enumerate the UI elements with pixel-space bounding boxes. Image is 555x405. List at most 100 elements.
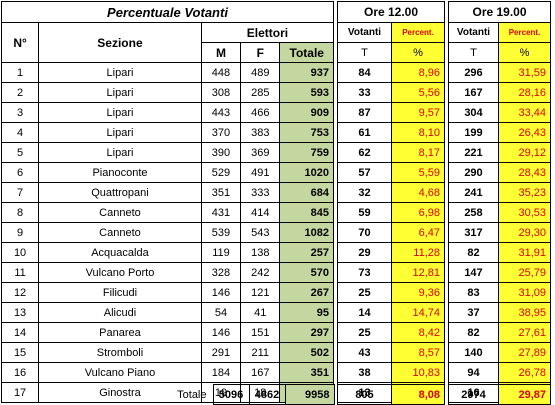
row-sezione: Acquacalda bbox=[38, 242, 202, 263]
table-row: 9 Canneto 539 543 1082 bbox=[0, 222, 334, 243]
table-title: Percentuale Votanti bbox=[1, 1, 334, 23]
row-m: 119 bbox=[200, 242, 242, 263]
row-percent-12: 8,57 bbox=[390, 342, 446, 363]
row-m: 328 bbox=[200, 262, 242, 283]
ore12-header: Ore 12.00 bbox=[336, 1, 446, 23]
row-f: 369 bbox=[240, 142, 281, 163]
row-percent-12: 14,74 bbox=[390, 302, 446, 323]
row-votanti-19: 199 bbox=[448, 122, 499, 143]
table-row: 6 Pianoconte 529 491 1020 bbox=[0, 162, 334, 183]
row-totale: 502 bbox=[279, 342, 334, 363]
ore19-unit-votanti: T bbox=[448, 42, 499, 63]
row-percent-12: 8,10 bbox=[390, 122, 446, 143]
table-row: 94 26,78 bbox=[448, 362, 552, 383]
totals-percent-12: 8,08 bbox=[391, 384, 445, 405]
table-row: 73 12,81 bbox=[337, 262, 446, 283]
row-number: 11 bbox=[0, 262, 40, 283]
row-sezione: Lipari bbox=[38, 142, 202, 163]
row-percent-19: 31,09 bbox=[497, 282, 552, 303]
row-totale: 267 bbox=[279, 282, 334, 303]
row-percent-19: 29,12 bbox=[497, 142, 552, 163]
row-percent-19: 38,95 bbox=[497, 302, 552, 323]
row-percent-19: 28,43 bbox=[497, 162, 552, 183]
row-percent-12: 8,42 bbox=[390, 322, 446, 343]
row-totale: 351 bbox=[279, 362, 334, 383]
row-votanti-19: 290 bbox=[448, 162, 499, 183]
ore19-unit-percent: % bbox=[497, 42, 552, 63]
table-row: 11 Vulcano Porto 328 242 570 bbox=[0, 262, 334, 283]
row-number: 6 bbox=[0, 162, 40, 183]
row-sezione: Stromboli bbox=[38, 342, 202, 363]
table-row: 140 27,89 bbox=[448, 342, 552, 363]
table-row: 84 8,96 bbox=[337, 62, 446, 83]
row-votanti-19: 82 bbox=[448, 242, 499, 263]
row-votanti-19: 241 bbox=[448, 182, 499, 203]
row-totale: 1082 bbox=[279, 222, 334, 243]
row-totale: 95 bbox=[279, 302, 334, 323]
table-row: 12 Filicudi 146 121 267 bbox=[0, 282, 334, 303]
table-row: 199 26,43 bbox=[448, 122, 552, 143]
row-percent-19: 27,61 bbox=[497, 322, 552, 343]
row-votanti-19: 147 bbox=[448, 262, 499, 283]
col-header-elettori: Elettori bbox=[200, 22, 335, 43]
row-totale: 909 bbox=[279, 102, 334, 123]
totals-m: 5096 bbox=[212, 384, 250, 405]
row-votanti-12: 14 bbox=[337, 302, 392, 323]
row-f: 242 bbox=[240, 262, 281, 283]
row-f: 466 bbox=[240, 102, 281, 123]
table-row: 59 6,98 bbox=[337, 202, 446, 223]
row-votanti-19: 94 bbox=[448, 362, 499, 383]
row-votanti-12: 73 bbox=[337, 262, 392, 283]
table-row: 14 14,74 bbox=[337, 302, 446, 323]
row-f: 138 bbox=[240, 242, 281, 263]
table-row: 82 27,61 bbox=[448, 322, 552, 343]
row-m: 146 bbox=[200, 282, 242, 303]
totals-total: 9958 bbox=[284, 384, 335, 405]
row-votanti-12: 61 bbox=[337, 122, 392, 143]
row-totale: 257 bbox=[279, 242, 334, 263]
row-percent-19: 27,89 bbox=[497, 342, 552, 363]
table-row: 241 35,23 bbox=[448, 182, 552, 203]
row-percent-19: 26,78 bbox=[497, 362, 552, 383]
row-f: 41 bbox=[240, 302, 281, 323]
table-row: 8 Canneto 431 414 845 bbox=[0, 202, 334, 223]
table-row: 258 30,53 bbox=[448, 202, 552, 223]
row-votanti-12: 33 bbox=[337, 82, 392, 103]
totals-ore12: 805 8,08 bbox=[337, 384, 445, 405]
row-votanti-19: 258 bbox=[448, 202, 499, 223]
row-percent-12: 6,47 bbox=[390, 222, 446, 243]
row-m: 448 bbox=[200, 62, 242, 83]
table-row: 32 4,68 bbox=[337, 182, 446, 203]
row-votanti-19: 296 bbox=[448, 62, 499, 83]
row-totale: 297 bbox=[279, 322, 334, 343]
row-sezione: Vulcano Piano bbox=[38, 362, 202, 383]
row-f: 489 bbox=[240, 62, 281, 83]
totals-percent-19: 29,87 bbox=[498, 384, 551, 405]
totals-ore19: 2974 29,87 bbox=[448, 384, 551, 405]
ore12-votanti-header: Votanti bbox=[337, 22, 392, 43]
row-votanti-19: 82 bbox=[448, 322, 499, 343]
row-number: 17 bbox=[0, 382, 40, 403]
row-sezione: Lipari bbox=[38, 122, 202, 143]
row-m: 291 bbox=[200, 342, 242, 363]
row-m: 529 bbox=[200, 162, 242, 183]
totals-votanti-19: 2974 bbox=[448, 384, 499, 405]
row-f: 285 bbox=[240, 82, 281, 103]
row-totale: 570 bbox=[279, 262, 334, 283]
row-f: 151 bbox=[240, 322, 281, 343]
row-votanti-19: 221 bbox=[448, 142, 499, 163]
row-votanti-12: 25 bbox=[337, 282, 392, 303]
row-percent-19: 30,53 bbox=[497, 202, 552, 223]
row-f: 167 bbox=[240, 362, 281, 383]
row-number: 3 bbox=[0, 102, 40, 123]
table-row: 304 33,44 bbox=[448, 102, 552, 123]
row-percent-12: 5,56 bbox=[390, 82, 446, 103]
row-percent-12: 8,96 bbox=[390, 62, 446, 83]
table-row: 7 Quattropani 351 333 684 bbox=[0, 182, 334, 203]
row-f: 121 bbox=[240, 282, 281, 303]
row-number: 12 bbox=[0, 282, 40, 303]
table-row: 290 28,43 bbox=[448, 162, 552, 183]
row-number: 16 bbox=[0, 362, 40, 383]
row-m: 431 bbox=[200, 202, 242, 223]
row-sezione: Lipari bbox=[38, 102, 202, 123]
